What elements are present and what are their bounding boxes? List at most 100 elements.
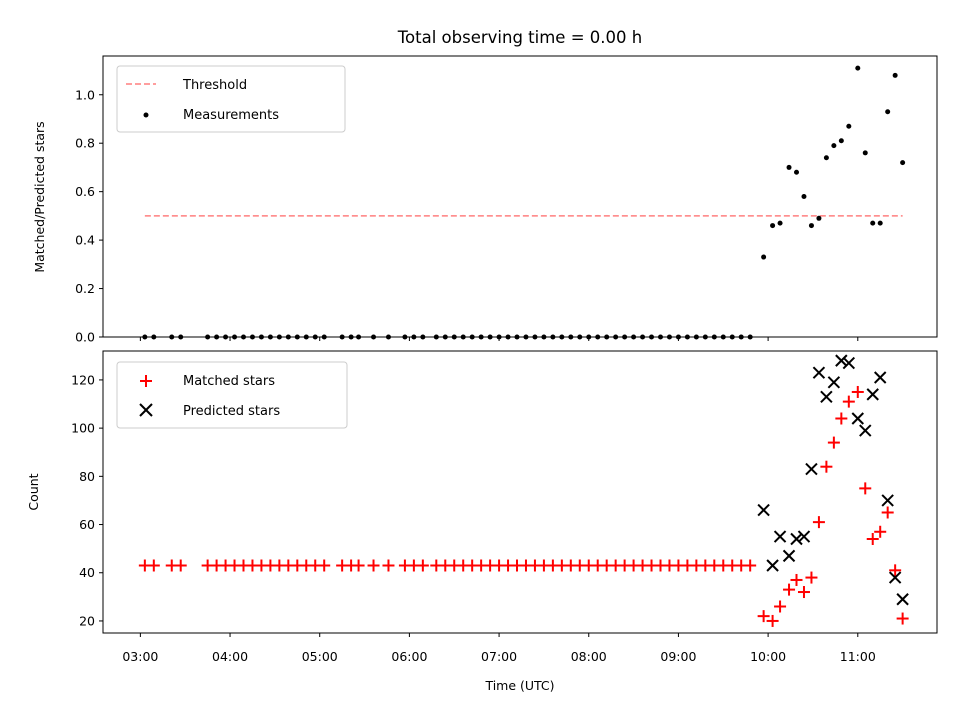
top-y-axis-ticks: 0.0 0.2 0.4 0.6 0.8 1.0 — [75, 87, 103, 345]
measurements-panel: 0.0 0.2 0.4 0.6 0.8 1.0 Total observing time … — [32, 28, 938, 345]
legend-matched-label: Matched stars — [183, 374, 275, 389]
matched-star-point — [874, 525, 887, 538]
measurement-point — [761, 254, 767, 260]
matched-star-point — [783, 583, 796, 596]
bottom-y-tick-label: 80 — [79, 469, 95, 484]
matched-star-point — [881, 506, 894, 519]
x-tick-label: 11:00 — [840, 649, 876, 664]
predicted-star-point — [766, 559, 779, 572]
matched-star-point — [766, 614, 779, 627]
measurement-point — [892, 72, 898, 78]
bottom-y-tick-label: 120 — [71, 372, 95, 387]
matched-star-point — [790, 573, 803, 586]
predicted-stars-series — [757, 354, 909, 606]
bottom-y-tick-label: 60 — [79, 517, 95, 532]
top-plot-frame — [102, 55, 938, 338]
x-tick-label: 05:00 — [302, 649, 338, 664]
predicted-star-point — [851, 412, 864, 425]
predicted-star-point — [805, 462, 818, 476]
top-y-tick-label: 0.8 — [75, 136, 95, 151]
measurement-point — [885, 109, 891, 115]
matched-star-point — [774, 600, 787, 613]
matched-star-point — [889, 564, 902, 577]
predicted-star-point — [812, 366, 826, 379]
measurement-point — [816, 215, 822, 221]
matched-star-point — [757, 610, 770, 623]
bottom-y-tick-label: 40 — [79, 565, 95, 580]
matched-stars-series — [138, 385, 909, 627]
counts-panel: 20 40 60 80 100 120 03:00 04:00 05:00 06:00 07:00… — [26, 350, 938, 693]
measurement-point — [900, 160, 906, 166]
predicted-star-point — [859, 424, 872, 437]
predicted-star-point — [896, 593, 909, 606]
legend-matched-swatch — [140, 375, 152, 387]
matched-star-point — [859, 482, 872, 495]
matched-star-point — [827, 436, 840, 449]
matched-star-point — [744, 559, 757, 572]
x-axis-label: Time (UTC) — [484, 678, 554, 693]
bottom-legend: Matched stars Predicted stars — [116, 361, 348, 429]
bottom-y-tick-label: 100 — [71, 421, 95, 436]
bottom-plot-frame — [102, 350, 938, 634]
x-tick-label: 08:00 — [571, 649, 607, 664]
measurement-point — [823, 155, 829, 161]
x-tick-label: 04:00 — [212, 649, 248, 664]
bottom-y-axis-label: Count — [26, 473, 41, 510]
bottom-y-tick-label: 20 — [79, 613, 95, 628]
matched-star-point — [866, 533, 879, 545]
legend-measurements-label: Measurements — [183, 108, 279, 123]
top-y-tick-label: 0.6 — [75, 184, 95, 199]
legend-measurements-swatch — [143, 112, 149, 118]
matched-star-point — [416, 559, 429, 572]
measurement-point — [777, 220, 783, 226]
matched-star-point — [812, 516, 825, 529]
predicted-star-point — [888, 571, 902, 584]
legend-predicted-label: Predicted stars — [183, 404, 280, 419]
matched-star-point — [835, 412, 848, 425]
measurement-point — [862, 150, 868, 156]
predicted-star-point — [782, 549, 796, 563]
matched-star-point — [842, 395, 855, 408]
top-y-axis-label: Matched/Predicted stars — [32, 121, 47, 272]
predicted-star-point — [842, 356, 856, 370]
predicted-star-point — [790, 532, 803, 546]
matched-star-point — [174, 559, 187, 572]
top-y-tick-label: 1.0 — [75, 87, 95, 102]
predicted-star-point — [797, 530, 811, 543]
measurement-point — [877, 220, 883, 226]
measurement-point — [794, 169, 800, 175]
matched-star-point — [797, 586, 810, 599]
predicted-star-point — [835, 354, 848, 367]
measurement-point — [808, 223, 814, 229]
measurement-point — [801, 194, 807, 199]
bottom-x-axis-ticks: 03:00 04:00 05:00 06:00 07:00 08:00 09:00 10:00… — [122, 633, 876, 664]
top-y-tick-label: 0.2 — [75, 281, 95, 296]
predicted-star-point — [757, 503, 770, 517]
measurement-point — [870, 220, 876, 226]
measurement-point — [831, 143, 837, 149]
x-tick-label: 09:00 — [660, 649, 696, 664]
matched-star-point — [805, 571, 818, 584]
predicted-star-point — [820, 390, 833, 404]
measurement-point — [770, 223, 776, 229]
legend-predicted-swatch — [139, 403, 153, 417]
matched-star-point — [820, 460, 833, 473]
x-tick-label: 10:00 — [750, 649, 786, 664]
measurement-point — [838, 138, 844, 144]
chart-title: Total observing time = 0.00 h — [397, 28, 642, 47]
matched-star-point — [851, 385, 864, 398]
bottom-legend-box — [116, 361, 348, 429]
measurement-point — [855, 65, 861, 71]
x-tick-label: 06:00 — [391, 649, 427, 664]
predicted-star-point — [827, 376, 841, 389]
top-legend-box — [116, 65, 346, 133]
x-tick-label: 03:00 — [122, 649, 158, 664]
top-legend: Threshold Measurements — [116, 65, 346, 133]
matched-star-point — [318, 559, 331, 572]
top-y-tick-label: 0.4 — [75, 233, 95, 248]
matched-star-point — [382, 559, 395, 572]
matched-star-point — [367, 559, 380, 572]
measurement-point — [846, 123, 852, 129]
predicted-star-point — [873, 371, 887, 384]
